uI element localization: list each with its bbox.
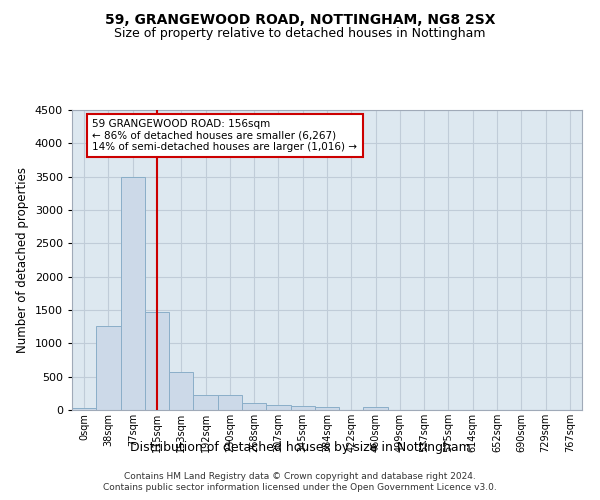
Bar (266, 405, 290, 410)
Bar (242, 402, 266, 410)
Bar (315, 407, 339, 410)
Y-axis label: Number of detached properties: Number of detached properties (16, 167, 29, 353)
Bar (121, 176, 145, 410)
Text: 59, GRANGEWOOD ROAD, NOTTINGHAM, NG8 2SX: 59, GRANGEWOOD ROAD, NOTTINGHAM, NG8 2SX (105, 12, 495, 26)
Bar (145, 312, 169, 410)
Text: Contains HM Land Registry data © Crown copyright and database right 2024.: Contains HM Land Registry data © Crown c… (124, 472, 476, 481)
Bar (96, 326, 121, 410)
Text: Contains public sector information licensed under the Open Government Licence v3: Contains public sector information licen… (103, 484, 497, 492)
Text: Size of property relative to detached houses in Nottingham: Size of property relative to detached ho… (114, 28, 486, 40)
Bar (218, 396, 242, 410)
Bar (364, 407, 388, 410)
Bar (193, 396, 218, 410)
Bar (72, 408, 96, 410)
Text: Distribution of detached houses by size in Nottingham: Distribution of detached houses by size … (130, 441, 470, 454)
Text: 59 GRANGEWOOD ROAD: 156sqm
← 86% of detached houses are smaller (6,267)
14% of s: 59 GRANGEWOOD ROAD: 156sqm ← 86% of deta… (92, 119, 358, 152)
Bar (169, 372, 193, 410)
Bar (290, 406, 315, 410)
